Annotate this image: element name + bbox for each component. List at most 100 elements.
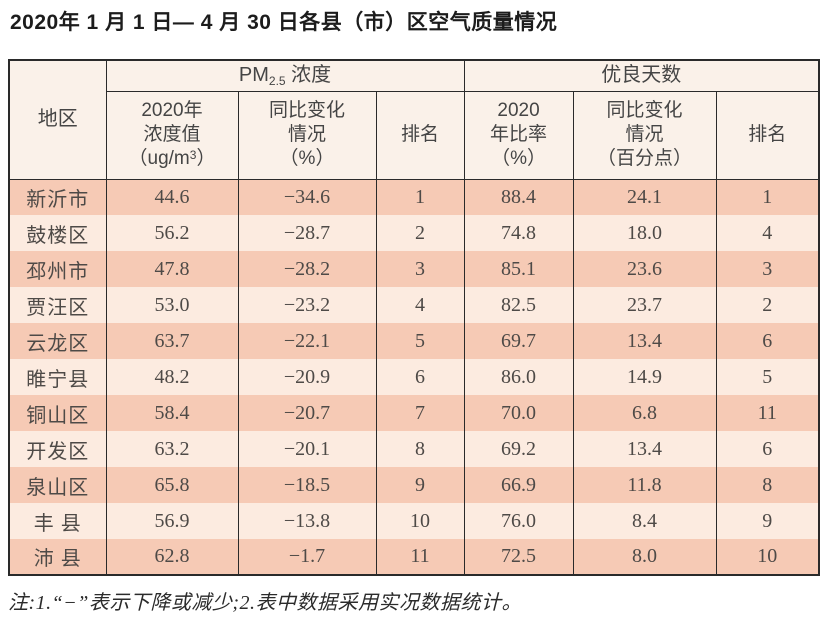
days-ratio-cell: 82.5	[463, 287, 574, 323]
pm-change-cell: −1.7	[237, 539, 377, 575]
region-cell: 云龙区	[8, 323, 107, 359]
days-change-cell: 8.4	[572, 503, 717, 539]
pm-change-cell: −22.1	[237, 323, 377, 359]
days-rank-cell: 10	[715, 539, 820, 575]
pm-change-cell: −13.8	[237, 503, 377, 539]
pm-rank-cell: 8	[375, 431, 465, 467]
region-cell: 睢宁县	[8, 359, 107, 395]
pm-value-cell: 53.0	[105, 287, 239, 323]
days-ratio-cell: 86.0	[463, 359, 574, 395]
pm-rank-cell: 1	[375, 179, 465, 215]
pm-value-cell: 63.7	[105, 323, 239, 359]
days-rank-cell: 5	[715, 359, 820, 395]
table-row: 新沂市 44.6 −34.6 1 88.4 24.1 1	[8, 179, 820, 215]
header-days-ratio: 2020 年比率 （%）	[463, 91, 574, 180]
header-pm-change: 同比变化 情况 （%）	[237, 91, 377, 180]
pm-change-cell: −23.2	[237, 287, 377, 323]
pm-rank-cell: 9	[375, 467, 465, 503]
table-body: 新沂市 44.6 −34.6 1 88.4 24.1 1 鼓楼区 56.2 −2…	[8, 179, 820, 575]
table-row: 开发区 63.2 −20.1 8 69.2 13.4 6	[8, 431, 820, 467]
header-group-pm25: PM2.5 浓度	[105, 60, 465, 92]
region-cell: 泉山区	[8, 467, 107, 503]
pm-rank-cell: 6	[375, 359, 465, 395]
pm-change-cell: −18.5	[237, 467, 377, 503]
pm-value-cell: 44.6	[105, 179, 239, 215]
table-row: 泉山区 65.8 −18.5 9 66.9 11.8 8	[8, 467, 820, 503]
region-cell: 邳州市	[8, 251, 107, 287]
pm-value-cell: 63.2	[105, 431, 239, 467]
pm-change-cell: −34.6	[237, 179, 377, 215]
days-change-cell: 24.1	[572, 179, 717, 215]
pm-rank-cell: 10	[375, 503, 465, 539]
days-change-cell: 11.8	[572, 467, 717, 503]
days-rank-cell: 1	[715, 179, 820, 215]
region-cell: 鼓楼区	[8, 215, 107, 251]
pm-change-cell: −28.7	[237, 215, 377, 251]
table-row: 贾汪区 53.0 −23.2 4 82.5 23.7 2	[8, 287, 820, 323]
days-rank-cell: 2	[715, 287, 820, 323]
header-days-rank: 排名	[715, 91, 820, 180]
pm-value-cell: 62.8	[105, 539, 239, 575]
days-rank-cell: 3	[715, 251, 820, 287]
table-header: 地区 PM2.5 浓度 优良天数 2020年 浓度值 （ug/m3） 同比变化 …	[8, 60, 820, 180]
pm-value-cell: 56.2	[105, 215, 239, 251]
pm-change-cell: −20.7	[237, 395, 377, 431]
header-region: 地区	[8, 60, 107, 180]
pm-rank-cell: 3	[375, 251, 465, 287]
pm-value-cell: 65.8	[105, 467, 239, 503]
days-change-cell: 23.7	[572, 287, 717, 323]
pm-rank-cell: 11	[375, 539, 465, 575]
table-row: 云龙区 63.7 −22.1 5 69.7 13.4 6	[8, 323, 820, 359]
days-change-cell: 13.4	[572, 431, 717, 467]
days-ratio-cell: 88.4	[463, 179, 574, 215]
header-pm-rank: 排名	[375, 91, 465, 180]
days-rank-cell: 6	[715, 323, 820, 359]
table-row: 鼓楼区 56.2 −28.7 2 74.8 18.0 4	[8, 215, 820, 251]
pm-value-cell: 48.2	[105, 359, 239, 395]
days-change-cell: 6.8	[572, 395, 717, 431]
header-group-good-days: 优良天数	[463, 60, 820, 92]
table-row: 睢宁县 48.2 −20.9 6 86.0 14.9 5	[8, 359, 820, 395]
header-sub-row: 2020年 浓度值 （ug/m3） 同比变化 情况 （%） 排名 2020 年比…	[9, 91, 820, 180]
header-group-row: 地区 PM2.5 浓度 优良天数	[8, 60, 820, 180]
days-ratio-cell: 70.0	[463, 395, 574, 431]
pm-value-cell: 58.4	[105, 395, 239, 431]
pm-change-cell: −20.1	[237, 431, 377, 467]
days-rank-cell: 6	[715, 431, 820, 467]
pm25-label-suffix: 浓度	[285, 63, 332, 86]
pm-change-cell: −28.2	[237, 251, 377, 287]
days-ratio-cell: 76.0	[463, 503, 574, 539]
days-change-cell: 23.6	[572, 251, 717, 287]
pm-rank-cell: 7	[375, 395, 465, 431]
region-cell: 铜山区	[8, 395, 107, 431]
region-cell: 丰 县	[8, 503, 107, 539]
header-days-change: 同比变化 情况 （百分点）	[572, 91, 717, 180]
region-cell: 贾汪区	[8, 287, 107, 323]
days-ratio-cell: 69.7	[463, 323, 574, 359]
pm-rank-cell: 2	[375, 215, 465, 251]
days-change-cell: 14.9	[572, 359, 717, 395]
pm-value-cell: 47.8	[105, 251, 239, 287]
days-change-cell: 13.4	[572, 323, 717, 359]
header-pm-value-lines: 2020年 浓度值	[141, 100, 203, 146]
days-ratio-cell: 72.5	[463, 539, 574, 575]
days-ratio-cell: 69.2	[463, 431, 574, 467]
days-rank-cell: 11	[715, 395, 820, 431]
region-cell: 沛 县	[8, 539, 107, 575]
days-change-cell: 18.0	[572, 215, 717, 251]
pm25-label-subscript: 2.5	[268, 73, 286, 88]
page-title: 2020年 1 月 1 日— 4 月 30 日各县（市）区空气质量情况	[10, 11, 558, 34]
days-change-cell: 8.0	[572, 539, 717, 575]
table-row: 沛 县 62.8 −1.7 11 72.5 8.0 10	[8, 539, 820, 575]
region-cell: 新沂市	[8, 179, 107, 215]
pm-value-cell: 56.9	[105, 503, 239, 539]
days-ratio-cell: 66.9	[463, 467, 574, 503]
days-rank-cell: 8	[715, 467, 820, 503]
days-rank-cell: 4	[715, 215, 820, 251]
days-ratio-cell: 74.8	[463, 215, 574, 251]
air-quality-table: 地区 PM2.5 浓度 优良天数 2020年 浓度值 （ug/m3） 同比变化 …	[8, 59, 821, 576]
region-cell: 开发区	[8, 431, 107, 467]
table-row: 铜山区 58.4 −20.7 7 70.0 6.8 11	[8, 395, 820, 431]
pm-rank-cell: 5	[375, 323, 465, 359]
